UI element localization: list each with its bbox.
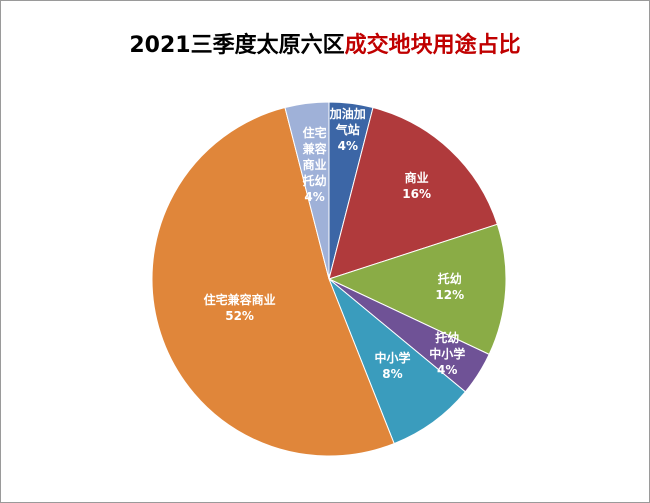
pie-slice — [328, 106, 498, 280]
value-label: 8% — [382, 367, 403, 382]
category-label: 加油加 气站 — [329, 107, 366, 138]
chart-title: 2021三季度太原六区成交地块用途占比 — [1, 27, 649, 59]
pie-slice — [327, 223, 507, 356]
title-part: 2021三季度太原六区 — [129, 33, 345, 58]
value-label: 4% — [304, 189, 325, 204]
value-label: 4% — [437, 363, 458, 378]
slice-label: 托幼 中小学 4% — [429, 330, 465, 378]
value-label: 16% — [402, 186, 431, 201]
category-label: 商业 — [404, 170, 429, 185]
slice-label: 住宅 兼容 商业 托幼 4% — [303, 125, 327, 205]
pie-slice — [328, 278, 467, 445]
pie-slice — [284, 101, 330, 280]
slice-label: 中小学 8% — [374, 350, 410, 382]
slice-label: 住宅兼容商业 52% — [204, 292, 276, 324]
category-label: 托幼 中小学 — [429, 331, 466, 362]
category-label: 托幼 — [437, 271, 462, 286]
title-part: 成交地块用途占比 — [344, 33, 521, 58]
category-label: 住宅兼容商业 — [203, 293, 276, 308]
slice-label: 加油加 气站 4% — [330, 106, 366, 154]
category-label: 住宅 兼容 商业 托幼 — [302, 125, 327, 188]
slice-label: 商业 16% — [402, 170, 431, 202]
value-label: 52% — [225, 309, 254, 324]
value-label: 4% — [337, 139, 358, 154]
pie-slice — [151, 106, 395, 457]
category-label: 中小学 — [374, 351, 411, 366]
value-label: 12% — [435, 287, 465, 302]
slice-label: 托幼 12% — [435, 271, 464, 303]
